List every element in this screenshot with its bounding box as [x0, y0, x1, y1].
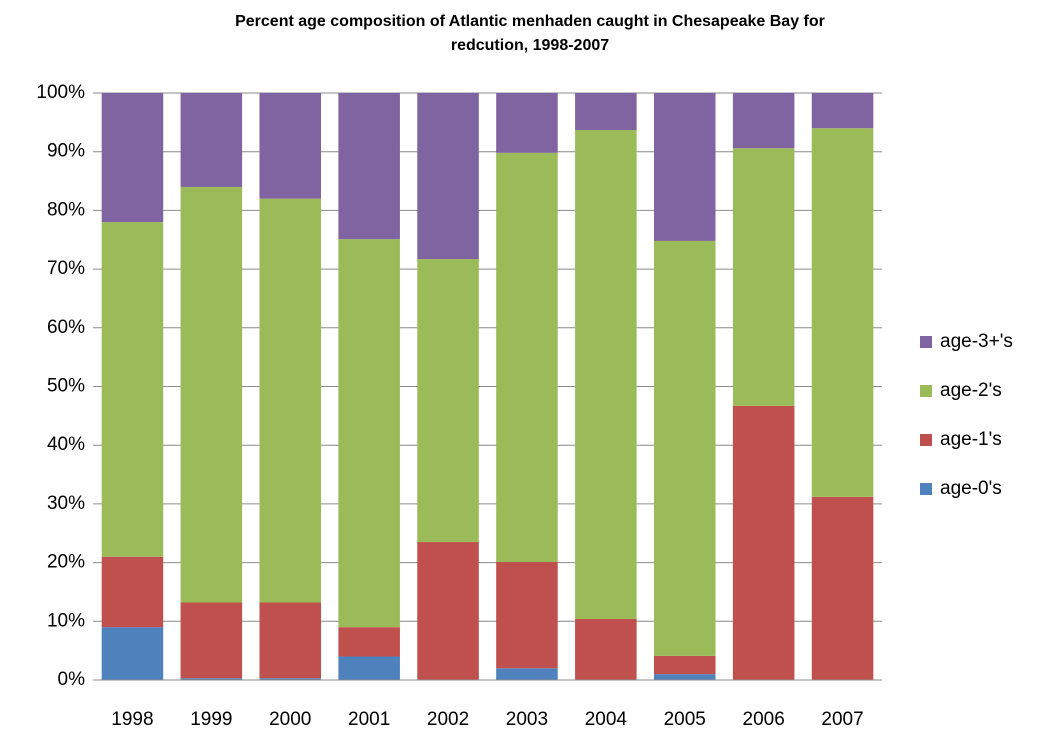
legend-swatch	[920, 434, 932, 446]
bar-segment	[811, 128, 874, 497]
x-tick-label: 1998	[111, 709, 153, 730]
x-tick-label: 2005	[664, 709, 706, 730]
bar-segment	[338, 93, 400, 240]
bar-segment	[180, 602, 243, 679]
legend-swatch	[920, 336, 932, 348]
bar-segment	[732, 405, 795, 680]
bar-segment	[180, 186, 243, 603]
bar-segment	[259, 678, 322, 680]
bar-segment	[101, 627, 164, 680]
y-tick-label: 90%	[47, 141, 85, 162]
x-tick-label: 2000	[269, 709, 311, 730]
bar-segment	[338, 656, 400, 680]
bar-segment	[101, 222, 164, 557]
bar-segment	[417, 542, 479, 680]
bar-segment	[732, 93, 795, 149]
bar-segment	[259, 93, 322, 199]
legend-swatch	[920, 385, 932, 397]
x-tick-label: 2004	[585, 709, 628, 730]
bar-segment	[338, 627, 400, 657]
legend-label: age-0's	[940, 478, 1002, 499]
bar-segment	[496, 152, 558, 563]
bar-segment	[496, 668, 558, 680]
bar-segment	[417, 259, 479, 543]
bar-segment	[496, 562, 558, 669]
bar-segment	[575, 129, 637, 619]
bar-segment	[259, 602, 322, 679]
bar-segment	[575, 618, 637, 680]
y-tick-label: 40%	[47, 434, 85, 455]
bar-segment	[101, 93, 164, 223]
bar-segment	[653, 674, 716, 680]
y-tick-label: 50%	[47, 376, 85, 397]
bar-segment	[180, 93, 243, 187]
y-tick-label: 0%	[58, 669, 86, 690]
bar-segment	[575, 93, 637, 130]
bar-segment	[653, 240, 716, 656]
legend-label: age-3+'s	[940, 331, 1013, 352]
bar-segment	[338, 239, 400, 628]
bar-segment	[496, 93, 558, 153]
bar-segment	[101, 556, 164, 628]
bar-segment	[417, 93, 479, 260]
bar-segment	[811, 93, 874, 129]
legend-label: age-1's	[940, 429, 1002, 450]
legend-swatch	[920, 483, 932, 495]
bar-segment	[653, 93, 716, 241]
x-tick-label: 2002	[427, 709, 469, 730]
y-tick-label: 10%	[47, 610, 85, 631]
x-tick-label: 2001	[348, 709, 390, 730]
bar-segment	[180, 678, 243, 680]
y-tick-label: 30%	[47, 493, 85, 514]
x-tick-label: 2006	[743, 709, 785, 730]
bar-segment	[259, 198, 322, 603]
y-tick-label: 80%	[47, 199, 85, 220]
bar-segment	[653, 655, 716, 675]
chart-title: Percent age composition of Atlantic menh…	[235, 13, 825, 54]
y-tick-label: 60%	[47, 317, 85, 338]
y-tick-label: 20%	[47, 552, 85, 573]
y-tick-label: 100%	[36, 82, 85, 103]
x-tick-label: 1999	[190, 709, 232, 730]
bar-segment	[811, 496, 874, 680]
x-tick-label: 2007	[821, 709, 863, 730]
y-tick-label: 70%	[47, 258, 85, 279]
bar-segment	[732, 148, 795, 406]
x-tick-label: 2003	[506, 709, 548, 730]
legend-label: age-2's	[940, 380, 1002, 401]
